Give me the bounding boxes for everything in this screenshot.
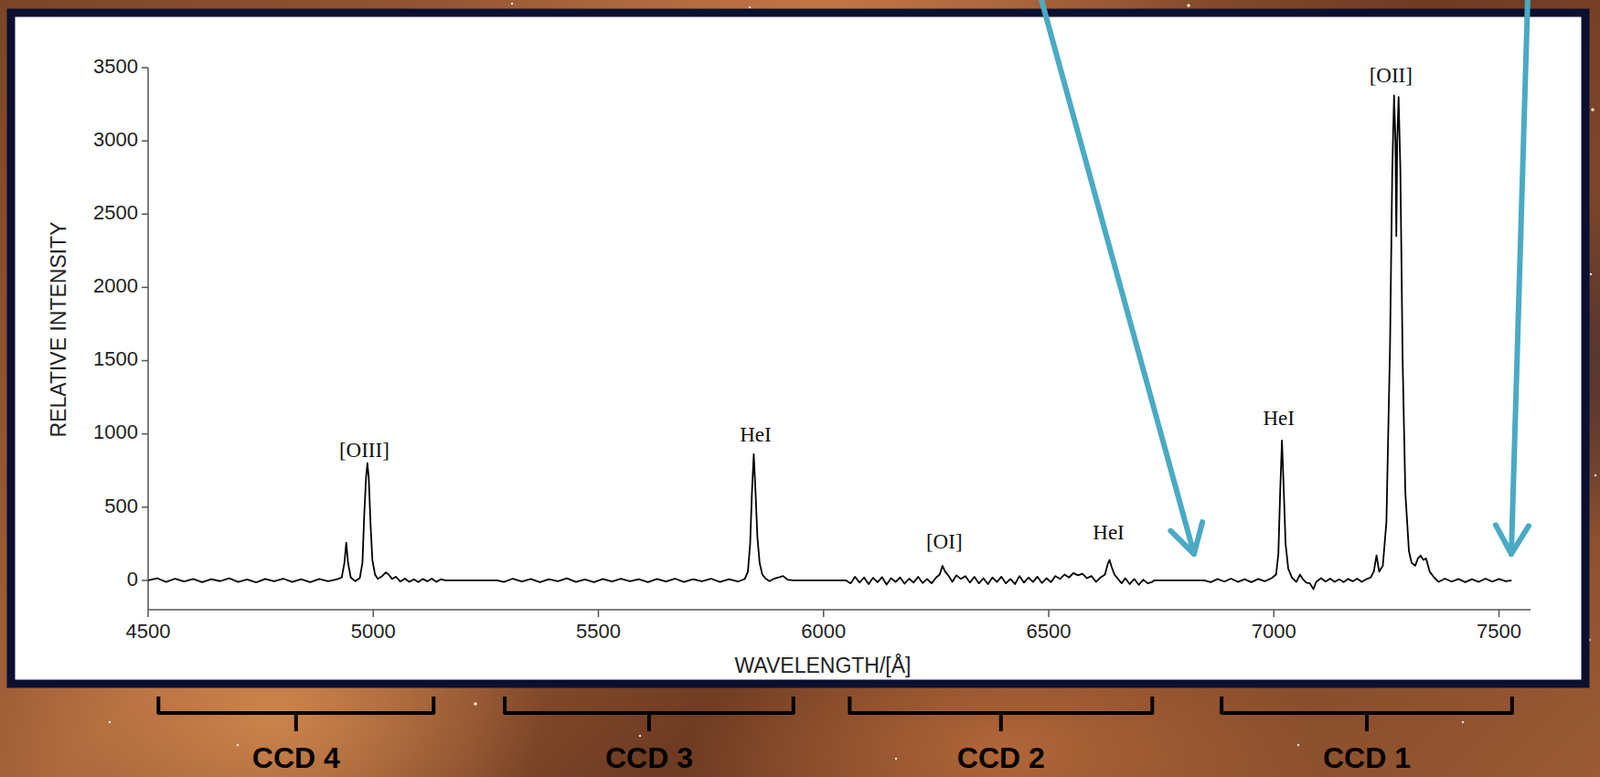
y-axis-title: RELATIVE INTENSITY [46,221,71,438]
x-tick-label: 6000 [800,619,846,643]
panel [10,12,1586,684]
x-tick [147,609,150,618]
y-tick [141,579,149,582]
x-axis-title: WAVELENGTH/[Å] [735,652,912,678]
star [1589,273,1592,276]
y-tick-label: 0 [127,567,139,591]
x-tick [1047,609,1050,618]
y-tick-label: 1500 [93,347,139,371]
ccd-bracket [504,696,794,732]
y-tick-label: 500 [104,494,139,518]
x-tick-label: 5000 [351,619,396,643]
canvas: 0 500 1000 1500 2000 2500 3000 3500 4500 5000 5500… [0,0,1600,777]
x-tick-label: 5500 [576,619,621,643]
arrow [1511,0,1528,555]
y-axis [147,67,150,610]
x-tick [373,609,375,618]
star [1590,107,1595,112]
x-tick [1273,609,1276,618]
star [1297,744,1300,747]
y-tick [141,287,149,289]
x-axis [148,608,1531,611]
line-annotation: [OI] [926,530,963,554]
star [473,702,478,706]
star [1461,721,1464,724]
star [236,744,239,747]
line-annotation: HeI [1092,521,1124,544]
star [108,721,111,724]
y-tick-label: 1000 [93,420,139,444]
y-tick-label: 2500 [93,201,139,224]
y-tick [141,506,149,509]
y-tick-label: 3000 [93,128,139,151]
x-tick-label: 7500 [1476,619,1522,643]
ccd-bracket [1221,696,1513,732]
x-tick-label: 6500 [1026,619,1072,643]
ccd-bracket [158,696,434,732]
x-tick [1498,609,1501,618]
y-tick [141,139,149,142]
ccd-label: CCD 3 [605,741,694,775]
line-annotation: [OII] [1369,64,1413,87]
line-annotation: [OIII] [339,438,390,462]
ccd-label: CCD 4 [252,741,341,775]
arrow [1040,0,1195,555]
x-tick [597,609,600,618]
arrow-head [1170,522,1203,555]
plot-area [148,95,1512,589]
line-annotation: HeI [1262,406,1294,430]
arrow-head [1495,524,1529,555]
x-tick-label: 7000 [1251,619,1297,643]
y-tick [141,66,149,69]
star [895,757,897,760]
x-tick-label: 4500 [126,619,171,643]
ccd-bracket [849,696,1152,732]
star [1186,3,1191,8]
y-tick [141,433,149,436]
y-tick [141,213,149,216]
star [1594,474,1597,477]
y-tick-label: 2000 [93,274,139,298]
ccd-label: CCD 2 [957,741,1046,775]
y-tick [141,360,149,363]
spectrum-line [148,95,1512,589]
y-tick-label: 3500 [93,54,139,78]
star [639,735,641,737]
ccd-label: CCD 1 [1322,741,1411,775]
line-annotation: HeI [739,423,771,447]
star [511,2,513,5]
star [748,6,751,9]
x-tick [822,609,825,618]
